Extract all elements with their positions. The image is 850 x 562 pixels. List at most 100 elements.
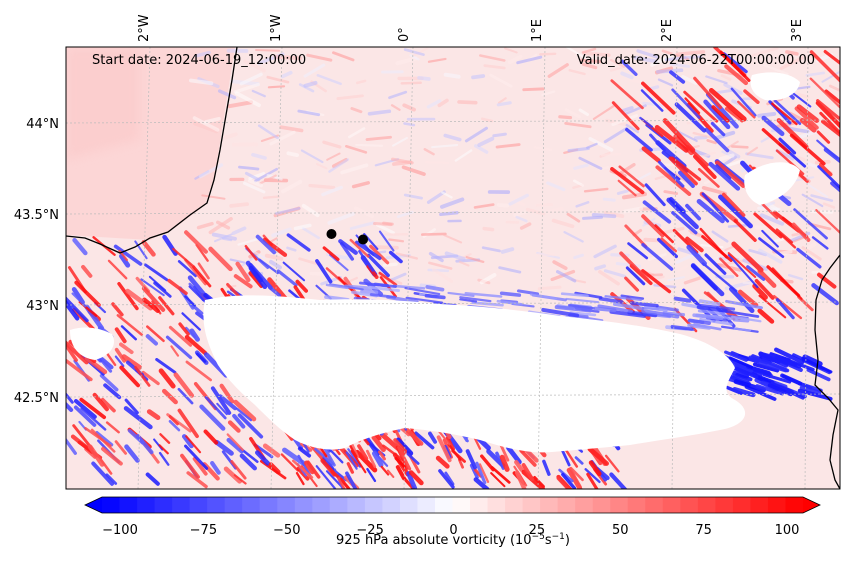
- vorticity-streak: [692, 131, 713, 139]
- vorticity-streak: [758, 237, 785, 259]
- vorticity-streak: [162, 234, 178, 256]
- vorticity-streak: [348, 443, 358, 458]
- colorbar-cell: [382, 497, 401, 513]
- vorticity-streak: [301, 203, 320, 218]
- colorbar-cell: [224, 497, 243, 513]
- vorticity-streak: [114, 355, 125, 368]
- vorticity-streak: [573, 179, 584, 187]
- vorticity-streak: [158, 451, 170, 466]
- vorticity-streak: [271, 227, 292, 238]
- vorticity-streak: [213, 233, 233, 243]
- vorticity-streak: [584, 468, 601, 484]
- colorbar-extend-max: [803, 497, 820, 513]
- vorticity-streak: [763, 63, 789, 76]
- vorticity-streak: [727, 253, 759, 289]
- vorticity-streak: [815, 101, 840, 129]
- vorticity-streak: [226, 433, 244, 452]
- vorticity-streak: [184, 230, 208, 254]
- vorticity-streak: [237, 413, 264, 439]
- vorticity-streak: [598, 297, 624, 304]
- vorticity-streak: [478, 463, 490, 483]
- vorticity-streak: [242, 181, 266, 194]
- vorticity-streak: [536, 253, 556, 257]
- vorticity-streak: [671, 88, 701, 119]
- colorbar-tick-label: 25: [529, 523, 546, 538]
- vorticity-streak: [87, 444, 105, 467]
- vorticity-streak: [268, 462, 281, 475]
- vorticity-streak: [604, 454, 620, 473]
- vorticity-streak: [757, 360, 789, 373]
- vorticity-streak: [276, 269, 298, 287]
- vorticity-streak: [217, 89, 237, 100]
- vorticity-streak: [683, 90, 719, 123]
- vorticity-streak: [802, 225, 814, 233]
- vorticity-streak: [170, 345, 180, 357]
- vorticity-streak: [811, 236, 829, 250]
- vorticity-streak: [724, 64, 749, 86]
- vorticity-streak: [239, 453, 257, 471]
- vorticity-streak: [811, 270, 825, 274]
- vorticity-streak: [295, 279, 308, 293]
- vorticity-streak: [686, 244, 707, 267]
- parallel-43-5n: [65, 210, 841, 215]
- vorticity-streak: [618, 165, 645, 188]
- vorticity-streak: [824, 89, 840, 105]
- colorbar-tick-label: 100: [775, 523, 800, 538]
- vorticity-streak: [629, 78, 644, 84]
- vorticity-streak: [725, 299, 763, 310]
- vorticity-streak: [141, 286, 166, 312]
- vorticity-streak: [173, 372, 195, 398]
- vorticity-streak: [447, 291, 475, 297]
- vorticity-streak: [674, 147, 687, 155]
- vorticity-streak: [654, 125, 689, 153]
- vorticity-streak: [627, 242, 649, 260]
- station-marker-b[interactable]: [358, 234, 369, 245]
- vorticity-streak: [767, 383, 793, 397]
- vorticity-streak: [382, 262, 398, 267]
- vorticity-streak: [349, 221, 375, 231]
- vorticity-streak: [809, 209, 834, 214]
- vorticity-streak: [286, 151, 299, 157]
- vorticity-streak: [697, 309, 726, 316]
- vorticity-streak: [230, 460, 247, 480]
- vorticity-streak: [641, 81, 676, 115]
- vorticity-streak: [650, 52, 676, 67]
- vorticity-streak: [706, 139, 717, 145]
- vorticity-streak: [789, 133, 826, 166]
- vorticity-streak: [74, 280, 101, 307]
- vorticity-streak: [728, 286, 755, 314]
- colorbar-cell: [277, 497, 296, 513]
- vorticity-streak: [477, 136, 495, 147]
- vorticity-streak: [796, 92, 810, 99]
- vorticity-streak: [428, 431, 438, 444]
- station-markers: [326, 229, 369, 245]
- vorticity-streak: [569, 466, 584, 482]
- vorticity-streak: [121, 354, 142, 370]
- vorticity-streak: [732, 387, 756, 398]
- vorticity-streak: [583, 187, 609, 193]
- vorticity-streak: [731, 241, 764, 273]
- vorticity-streak: [696, 76, 714, 88]
- colorbar-cell: [417, 497, 436, 513]
- vorticity-streak: [823, 49, 840, 65]
- vorticity-streak: [426, 99, 442, 109]
- vorticity-streak: [490, 466, 511, 484]
- vorticity-streak: [116, 314, 144, 336]
- vorticity-streak: [367, 109, 392, 116]
- longitude-labels: 2°W 1°W 0° 1°E 2°E 3°E: [137, 14, 805, 42]
- vorticity-streak: [255, 450, 271, 466]
- vorticity-streak: [204, 116, 221, 124]
- vorticity-streak: [620, 71, 634, 80]
- vorticity-streak: [561, 472, 577, 489]
- vorticity-streak: [817, 165, 840, 190]
- vorticity-streak: [218, 394, 237, 411]
- station-marker-a[interactable]: [326, 229, 337, 240]
- vorticity-streak: [119, 365, 141, 388]
- vorticity-streak: [458, 260, 470, 267]
- vorticity-streak: [423, 148, 435, 156]
- vorticity-streak: [291, 459, 314, 479]
- vorticity-streak: [229, 202, 249, 208]
- vorticity-streak: [395, 465, 406, 481]
- colorbar-cell: [540, 497, 559, 513]
- vorticity-streak: [204, 396, 227, 420]
